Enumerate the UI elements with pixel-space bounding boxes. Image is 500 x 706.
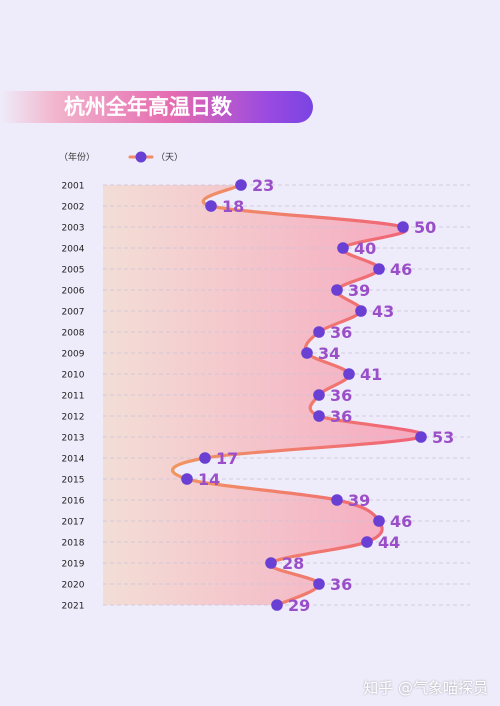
data-point: [235, 179, 247, 191]
data-point: [343, 368, 355, 380]
data-label: 41: [360, 365, 382, 384]
data-point: [361, 536, 373, 548]
watermark: 知乎 @气象喵探员: [363, 679, 488, 697]
data-point: [205, 200, 217, 212]
y-tick-label: 2018: [62, 539, 85, 549]
title-banner: 杭州全年高温日数: [0, 91, 313, 123]
y-tick-label: 2006: [62, 287, 85, 297]
data-label: 18: [222, 197, 244, 216]
data-label: 46: [390, 512, 412, 531]
y-tick-label: 2021: [62, 602, 85, 612]
y-tick-label: 2007: [62, 308, 85, 318]
data-label: 44: [378, 533, 400, 552]
data-label: 23: [252, 176, 274, 195]
y-tick-label: 2005: [62, 266, 85, 276]
y-tick-label: 2016: [62, 497, 85, 507]
legend-marker-icon: [128, 151, 154, 163]
y-tick-label: 2020: [62, 581, 85, 591]
data-point: [301, 347, 313, 359]
data-point: [313, 578, 325, 590]
data-label: 29: [288, 596, 310, 615]
data-point: [331, 494, 343, 506]
y-tick-label: 2019: [62, 560, 85, 570]
data-point: [265, 557, 277, 569]
data-point: [271, 599, 283, 611]
data-label: 36: [330, 575, 352, 594]
data-label: 40: [354, 239, 376, 258]
data-label: 34: [318, 344, 340, 363]
data-label: 14: [198, 470, 220, 489]
y-tick-label: 2012: [62, 413, 85, 423]
data-label: 46: [390, 260, 412, 279]
data-label: 39: [348, 491, 370, 510]
data-label: 53: [432, 428, 454, 447]
y-tick-label: 2002: [62, 203, 85, 213]
data-point: [337, 242, 349, 254]
data-point: [313, 326, 325, 338]
data-point: [181, 473, 193, 485]
y-tick-label: 2011: [62, 392, 85, 402]
y-tick-label: 2013: [62, 434, 85, 444]
y-tick-label: 2015: [62, 476, 85, 486]
data-point: [415, 431, 427, 443]
data-label: 39: [348, 281, 370, 300]
data-label: 36: [330, 386, 352, 405]
data-point: [397, 221, 409, 233]
data-point: [373, 515, 385, 527]
y-tick-label: 2017: [62, 518, 85, 528]
data-label: 36: [330, 407, 352, 426]
data-label: 43: [372, 302, 394, 321]
data-point: [355, 305, 367, 317]
legend-year-label: （年份）: [59, 153, 96, 163]
y-tick-label: 2003: [62, 224, 85, 234]
y-tick-label: 2008: [62, 329, 85, 339]
y-tick-label: 2009: [62, 350, 85, 360]
data-point: [199, 452, 211, 464]
data-label: 50: [414, 218, 436, 237]
y-tick-label: 2004: [62, 245, 85, 255]
data-point: [373, 263, 385, 275]
data-point: [313, 389, 325, 401]
chart-title: 杭州全年高温日数: [64, 95, 232, 119]
y-tick-label: 2010: [62, 371, 85, 381]
y-tick-label: 2014: [62, 455, 85, 465]
data-label: 17: [216, 449, 238, 468]
data-point: [331, 284, 343, 296]
data-label: 36: [330, 323, 352, 342]
legend-unit-label: （天）: [156, 153, 184, 163]
y-tick-label: 2001: [62, 182, 85, 192]
data-point: [313, 410, 325, 422]
data-label: 28: [282, 554, 304, 573]
